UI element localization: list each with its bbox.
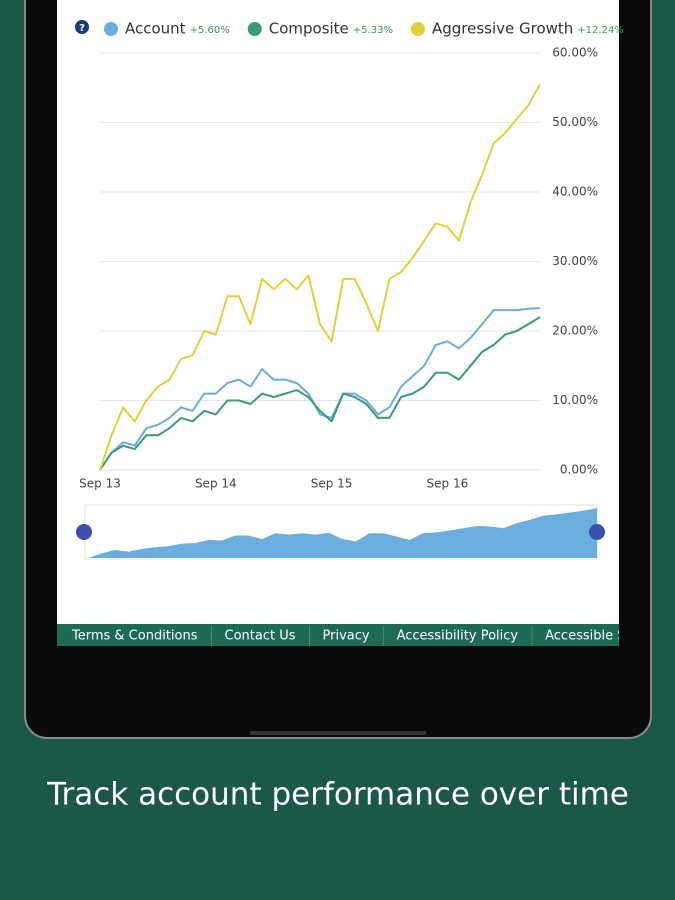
legend-item[interactable]: Aggressive Growth +12.24% bbox=[410, 20, 624, 38]
y-tick-label: 50.00% bbox=[552, 115, 598, 129]
help-icon[interactable] bbox=[75, 20, 89, 34]
legend-label: Account bbox=[125, 20, 186, 38]
navigator-handle[interactable] bbox=[76, 524, 92, 540]
legend-change: +5.60% bbox=[190, 25, 230, 36]
footer-link[interactable]: Privacy bbox=[323, 629, 370, 644]
legend-swatch bbox=[410, 22, 425, 36]
y-tick-label: 30.00% bbox=[552, 254, 598, 268]
x-tick-label: Sep 14 bbox=[195, 477, 237, 491]
footer-link[interactable]: Accessibility Policy bbox=[397, 629, 519, 644]
legend-item[interactable]: Composite +5.33% bbox=[247, 20, 393, 38]
y-tick-label: 60.00% bbox=[552, 46, 598, 60]
footer-link[interactable]: Terms & Conditions bbox=[71, 629, 198, 644]
legend-item[interactable]: Account +5.60% bbox=[104, 20, 230, 38]
y-tick-label: 0.00% bbox=[560, 463, 598, 477]
legend-label: Aggressive Growth bbox=[432, 20, 573, 38]
navigator-handle[interactable] bbox=[589, 524, 605, 540]
help-icon-glyph: ? bbox=[79, 23, 85, 34]
legend-swatch bbox=[104, 22, 118, 36]
series-line bbox=[99, 307, 541, 471]
y-tick-label: 10.00% bbox=[552, 393, 598, 407]
y-tick-label: 40.00% bbox=[552, 185, 598, 199]
y-tick-label: 20.00% bbox=[552, 324, 598, 338]
legend-change: +12.24% bbox=[577, 25, 624, 36]
legend-label: Composite bbox=[269, 20, 349, 38]
legend-change: +5.33% bbox=[353, 25, 393, 36]
navigator-area bbox=[88, 508, 597, 558]
footer-bar bbox=[57, 624, 619, 646]
tablet-slot bbox=[250, 731, 426, 735]
caption: Track account performance over time bbox=[46, 777, 629, 813]
footer-link[interactable]: Contact Us bbox=[225, 629, 296, 644]
series-line bbox=[99, 316, 541, 471]
footer-links: Terms & Conditions Contact Us Privacy Acces… bbox=[71, 626, 642, 646]
x-tick-label: Sep 16 bbox=[427, 477, 469, 491]
legend-swatch bbox=[247, 22, 262, 36]
series-line bbox=[99, 83, 541, 471]
x-tick-label: Sep 13 bbox=[79, 477, 121, 491]
footer-link[interactable]: Accessible Site bbox=[545, 629, 642, 644]
x-tick-label: Sep 15 bbox=[311, 477, 353, 491]
